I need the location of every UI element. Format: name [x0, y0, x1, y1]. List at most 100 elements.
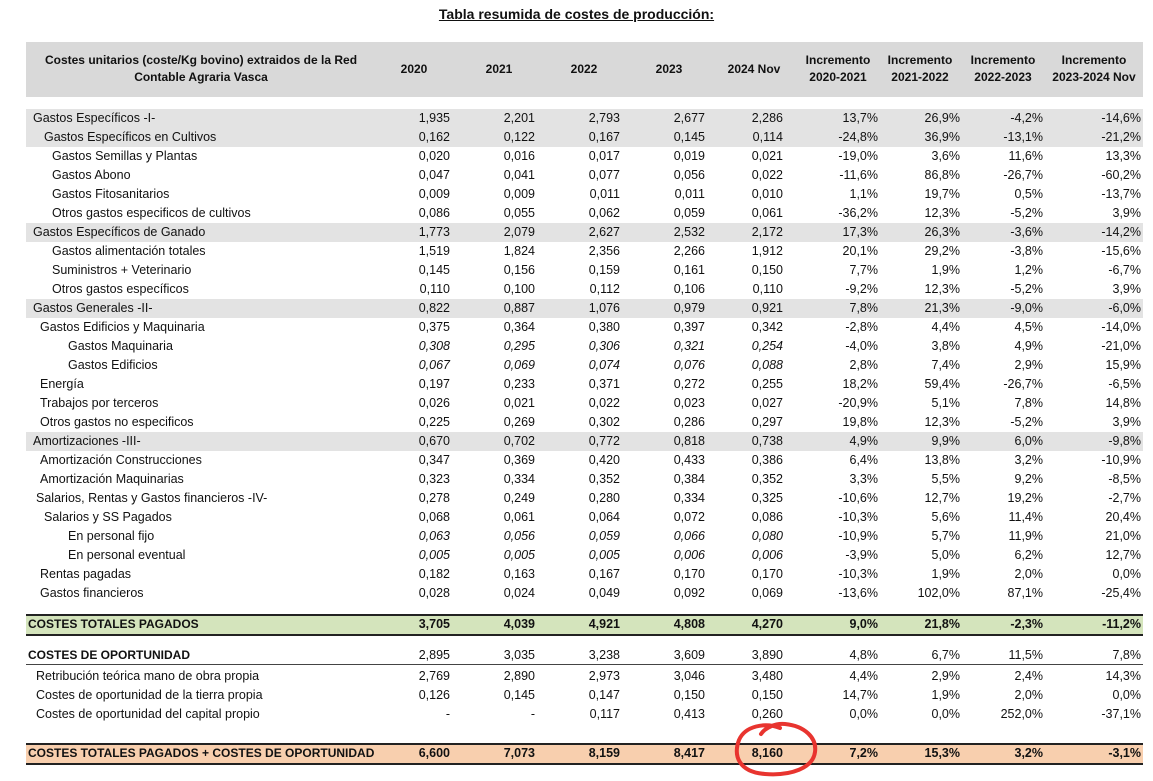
row-value: 1,824: [503, 244, 535, 258]
row-value: 0,022: [751, 168, 783, 182]
row-value: 12,7%: [1105, 548, 1141, 562]
row-value: 0,887: [503, 301, 535, 315]
row-value: 0,006: [673, 548, 705, 562]
table-title: Tabla resumida de costes de producción:: [438, 6, 715, 22]
row-value: 0,670: [418, 434, 450, 448]
row-value: -6,5%: [1108, 377, 1141, 391]
row-value: 0,100: [503, 282, 535, 296]
row-value: 2,895: [418, 648, 450, 662]
row-value: 12,7%: [924, 491, 960, 505]
row-value: 0,325: [751, 491, 783, 505]
row-value: 3,3%: [849, 472, 879, 486]
row-value: 3,480: [751, 669, 783, 683]
row-value: 0,0%: [1112, 567, 1142, 581]
row-value: 12,3%: [924, 206, 960, 220]
row-value: 0,386: [751, 453, 783, 467]
row-value: 0,055: [503, 206, 535, 220]
row-value: 0,009: [418, 187, 450, 201]
row-value: 12,3%: [924, 415, 960, 429]
row-value: 3,2%: [1014, 746, 1044, 760]
row-value: -2,8%: [845, 320, 878, 334]
row-value: 0,156: [503, 263, 535, 277]
row-value: 3,9%: [1112, 415, 1142, 429]
row-value: 14,8%: [1105, 396, 1141, 410]
row-value: 0,080: [751, 529, 783, 543]
row-value: 86,8%: [924, 168, 960, 182]
row-label: Gastos Semillas y Plantas: [52, 149, 198, 163]
row-value: 0,023: [673, 396, 705, 410]
row-value: 0,163: [503, 567, 535, 581]
row-value: 26,3%: [924, 225, 960, 239]
row-value: 0,278: [418, 491, 450, 505]
row-label: Otros gastos no especificos: [40, 415, 194, 429]
row-value: 0,334: [673, 491, 705, 505]
row-value: 15,3%: [924, 746, 960, 760]
row-value: 11,9%: [1008, 529, 1043, 543]
row-band: [26, 646, 1143, 665]
row-value: 2,4%: [1014, 669, 1044, 683]
row-value: 7,4%: [931, 358, 961, 372]
row-band: [26, 432, 1143, 451]
row-value: 0,005: [418, 548, 450, 562]
row-value: 2,769: [418, 669, 450, 683]
row-value: 59,4%: [924, 377, 960, 391]
row-value: 0,074: [588, 358, 620, 372]
row-value: -24,8%: [838, 130, 878, 144]
row-value: -3,6%: [1010, 225, 1043, 239]
row-value: -10,9%: [1101, 453, 1141, 467]
row-value: -10,3%: [838, 567, 878, 581]
row-value: 0,092: [673, 586, 705, 600]
row-value: -14,2%: [1101, 225, 1141, 239]
row-value: 0,413: [673, 707, 705, 721]
row-value: 0,347: [418, 453, 450, 467]
row-value: 11,6%: [1008, 149, 1043, 163]
row-value: 87,1%: [1007, 586, 1043, 600]
row-value: 3,6%: [931, 149, 961, 163]
row-value: 0,170: [751, 567, 783, 581]
row-value: 4,9%: [849, 434, 879, 448]
row-value: 17,3%: [842, 225, 878, 239]
row-value: 0,286: [673, 415, 705, 429]
column-header: Incremento 2022-2023: [970, 53, 1036, 84]
row-value: 0,024: [503, 586, 535, 600]
column-header: 2022: [570, 62, 598, 76]
row-value: 0,380: [588, 320, 620, 334]
row-value: 0,059: [588, 529, 620, 543]
row-value: 4,9%: [1014, 339, 1044, 353]
row-value: 2,793: [588, 111, 620, 125]
row-value: 0,145: [418, 263, 450, 277]
row-value: 0,056: [503, 529, 535, 543]
row-value: 0,056: [673, 168, 705, 182]
row-value: 0,150: [673, 688, 705, 702]
row-value: 0,145: [503, 688, 535, 702]
row-label: Gastos financieros: [40, 586, 144, 600]
row-value: 0,061: [503, 510, 535, 524]
row-value: 3,035: [503, 648, 535, 662]
row-value: -37,1%: [1101, 707, 1141, 721]
row-value: 0,069: [503, 358, 535, 372]
row-value: 0,145: [673, 130, 705, 144]
row-value: -14,0%: [1101, 320, 1141, 334]
row-value: 1,9%: [931, 567, 961, 581]
row-value: -13,7%: [1101, 187, 1141, 201]
row-value: 8,417: [673, 746, 705, 760]
row-value: 0,064: [588, 510, 620, 524]
row-label: Otros gastos específicos: [52, 282, 189, 296]
row-label: Gastos Fitosanitarios: [52, 187, 170, 201]
row-value: 0,269: [503, 415, 535, 429]
row-value: 2,172: [751, 225, 783, 239]
row-value: 9,0%: [849, 617, 879, 631]
column-header: 2024 Nov: [727, 62, 781, 76]
row-value: 20,4%: [1105, 510, 1141, 524]
row-value: 0,067: [418, 358, 450, 372]
row-value: 2,973: [588, 669, 620, 683]
row-band: [26, 299, 1143, 318]
row-value: 0,306: [588, 339, 620, 353]
row-value: 13,3%: [1105, 149, 1141, 163]
row-band: [26, 109, 1143, 128]
row-value: 8,160: [751, 746, 783, 760]
row-value: 7,8%: [849, 301, 879, 315]
row-value: 0,110: [419, 282, 450, 296]
row-value: 2,201: [503, 111, 535, 125]
